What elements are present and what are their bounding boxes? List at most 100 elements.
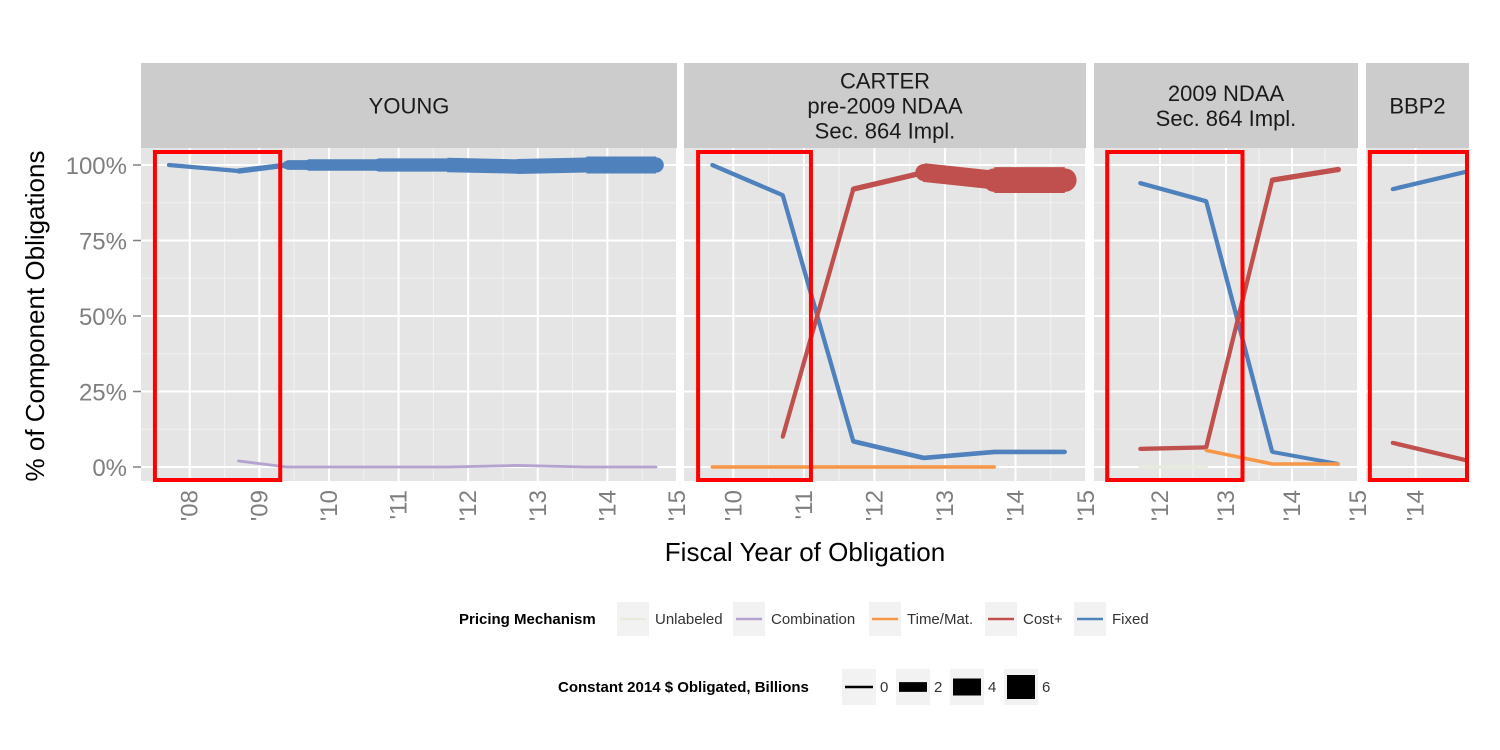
legend-label: Cost+ <box>1023 611 1063 628</box>
data-point <box>371 158 384 172</box>
x-tick-label: '14 <box>594 490 621 521</box>
facet-title-line: 2009 NDAA <box>1168 81 1285 106</box>
series-time-mat- <box>710 465 996 469</box>
data-point <box>1138 181 1143 186</box>
line-segment <box>1392 168 1469 192</box>
facet-title-line: Sec. 864 Impl. <box>1156 106 1297 131</box>
facet-strip <box>1366 63 1469 148</box>
x-tick-label: '15 <box>1073 490 1100 521</box>
series-group <box>710 163 1077 469</box>
data-point <box>851 465 855 469</box>
legend-title-size: Constant 2014 $ Obligated, Billions <box>558 679 809 696</box>
data-point <box>1269 177 1275 183</box>
legend-item-cost-: Cost+ <box>985 602 1063 636</box>
x-tick-label: '13 <box>525 490 552 521</box>
data-point <box>302 159 314 171</box>
line-segment <box>1140 445 1207 452</box>
x-tick-label: '15 <box>1345 490 1372 521</box>
data-point <box>445 465 449 469</box>
legend-label: 4 <box>988 679 996 696</box>
data-point <box>1062 449 1067 455</box>
chart-panels: YOUNG'08'09'10'11'12'13'14'15CARTERpre-2… <box>141 63 1470 521</box>
legend-item-combination: Combination <box>733 602 855 636</box>
y-tick-label: 75% <box>79 229 127 256</box>
line-segment <box>780 188 856 438</box>
data-point <box>1335 166 1341 173</box>
x-tick-label: '12 <box>1147 490 1174 521</box>
series-unlabeled <box>1138 465 1208 469</box>
legend-item-unlabeled: Unlabeled <box>617 602 723 636</box>
pricing-mechanism-legend: Pricing Mechanism Unlabeled Combination Ti… <box>459 602 1149 636</box>
line-segment <box>923 449 995 461</box>
plot-background <box>1366 148 1469 481</box>
data-point <box>710 465 714 469</box>
data-point <box>515 464 519 467</box>
data-point <box>1053 168 1077 192</box>
panel-4: BBP2 '14 <box>1366 63 1470 521</box>
legend-title-pricing: Pricing Mechanism <box>459 611 596 628</box>
data-point <box>1390 187 1395 192</box>
x-tick-label: '13 <box>932 490 959 521</box>
legend-label: 6 <box>1042 679 1050 696</box>
facet-strip <box>684 63 1086 148</box>
data-point <box>648 157 664 173</box>
line-segment <box>1271 449 1339 466</box>
series-group <box>1138 166 1341 469</box>
facet-strip <box>1094 63 1358 148</box>
data-point <box>992 449 997 455</box>
highlight-box <box>152 150 283 482</box>
line-segment <box>922 163 996 190</box>
line-segment <box>852 439 925 461</box>
data-point <box>781 465 785 469</box>
highlight-box <box>1105 150 1245 482</box>
data-point <box>1204 448 1208 453</box>
facet-title-line: Sec. 864 Impl. <box>815 119 956 144</box>
data-point <box>1204 445 1209 450</box>
data-point <box>1204 465 1208 469</box>
x-tick-label: '14 <box>1002 490 1029 521</box>
data-point <box>166 163 171 167</box>
line-segment <box>852 169 925 192</box>
x-tick-label: '15 <box>664 490 691 521</box>
data-point <box>376 465 379 469</box>
data-point <box>921 455 926 461</box>
legend-item-fixed: Fixed <box>1074 602 1149 636</box>
line-segment <box>1392 440 1469 464</box>
size-legend-item: 2 <box>896 669 942 705</box>
y-tick-label: 100% <box>66 153 127 180</box>
x-tick-label: '11 <box>791 490 818 520</box>
line-segment <box>168 162 239 174</box>
x-axis-title: Fiscal Year of Obligation <box>665 537 945 567</box>
line-segment <box>516 464 587 469</box>
x-tick-label: '09 <box>246 490 273 521</box>
size-legend-item: 6 <box>1004 669 1050 705</box>
data-point <box>510 159 524 174</box>
data-point <box>851 439 856 444</box>
facet-title-line: YOUNG <box>369 94 450 119</box>
size-legend-item: 0 <box>842 669 888 705</box>
legend-item-time-mat-: Time/Mat. <box>869 602 973 636</box>
data-point <box>1390 440 1395 445</box>
x-tick-label: '11 <box>386 490 413 520</box>
data-point <box>1270 462 1274 466</box>
line-segment <box>1204 179 1275 448</box>
data-point <box>1336 462 1340 466</box>
data-point <box>780 193 785 198</box>
x-tick-label: '12 <box>455 490 482 521</box>
facet-strip <box>141 63 677 148</box>
y-tick-label: 25% <box>79 380 127 407</box>
line-segment <box>447 464 517 469</box>
y-axis-title: % of Component Obligations <box>20 151 50 482</box>
data-point <box>850 186 856 192</box>
x-tick-label: '10 <box>316 490 343 521</box>
data-point <box>282 160 292 170</box>
facet-title-line: CARTER <box>840 69 930 94</box>
line-segment <box>516 157 587 175</box>
data-point <box>992 465 996 469</box>
x-tick-label: '14 <box>1403 490 1430 521</box>
series-cost- <box>780 163 1077 439</box>
data-point <box>1270 450 1274 454</box>
x-tick-label: '14 <box>1279 490 1306 521</box>
obligated-size-legend: Constant 2014 $ Obligated, Billions 0 2 4 6 <box>558 669 1050 705</box>
